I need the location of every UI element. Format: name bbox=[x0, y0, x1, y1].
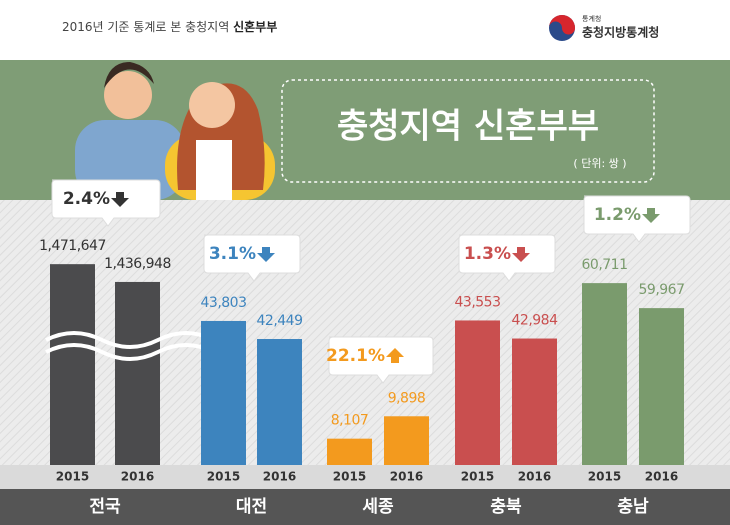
region-label: 세종 bbox=[362, 497, 394, 517]
callout bbox=[51, 179, 161, 227]
logo: 통계청 충청지방통계청 bbox=[549, 14, 659, 41]
bar bbox=[384, 416, 429, 465]
bar bbox=[201, 320, 246, 465]
year-label: 2015 bbox=[588, 470, 621, 484]
value-label: 1,471,647 bbox=[39, 238, 106, 254]
change-arrow bbox=[257, 247, 275, 262]
bar bbox=[327, 438, 372, 465]
value-label: 9,898 bbox=[388, 390, 426, 406]
header-subtitle: 2016년 기준 통계로 본 충청지역 신혼부부 bbox=[62, 19, 277, 34]
bar bbox=[512, 338, 557, 465]
bar bbox=[455, 320, 500, 465]
couple-illustration bbox=[75, 62, 275, 200]
agency: 충청지방통계청 bbox=[582, 25, 659, 40]
value-label: 1,436,948 bbox=[104, 256, 171, 272]
change-arrow bbox=[512, 247, 530, 262]
callout bbox=[203, 234, 301, 282]
year-label: 2015 bbox=[207, 470, 240, 484]
year-label: 2016 bbox=[645, 470, 678, 484]
bar bbox=[115, 281, 160, 465]
value-label: 60,711 bbox=[582, 257, 628, 273]
bar bbox=[582, 283, 627, 465]
banner-frame bbox=[281, 79, 655, 183]
axis-break bbox=[45, 343, 215, 361]
change-label: 22.1% bbox=[326, 346, 385, 366]
callout bbox=[328, 336, 434, 384]
callout bbox=[583, 195, 691, 243]
change-label: 2.4% bbox=[63, 189, 110, 209]
axis-break bbox=[45, 331, 215, 349]
agency-small: 통계청 bbox=[582, 14, 601, 23]
subtitle-emphasis: 신혼부부 bbox=[233, 19, 277, 34]
change-label: 1.2% bbox=[594, 205, 641, 225]
year-label: 2016 bbox=[390, 470, 423, 484]
callout bbox=[458, 234, 556, 282]
value-label: 43,553 bbox=[455, 294, 501, 310]
change-label: 1.3% bbox=[464, 244, 511, 264]
year-band bbox=[0, 465, 730, 489]
year-label: 2015 bbox=[461, 470, 494, 484]
value-label: 42,984 bbox=[512, 313, 559, 329]
region-label: 충남 bbox=[617, 497, 649, 517]
change-arrow bbox=[642, 208, 660, 223]
banner-unit: ( 단위: 쌍 ) bbox=[573, 157, 626, 170]
value-label: 8,107 bbox=[331, 413, 369, 429]
bar bbox=[50, 264, 95, 465]
value-label: 59,967 bbox=[639, 282, 685, 298]
year-label: 2016 bbox=[263, 470, 296, 484]
change-arrow bbox=[111, 192, 129, 207]
change-arrow bbox=[386, 348, 404, 363]
region-band bbox=[0, 489, 730, 525]
region-label: 대전 bbox=[236, 497, 267, 517]
year-label: 2015 bbox=[333, 470, 366, 484]
value-label: 42,449 bbox=[257, 313, 303, 329]
value-label: 43,803 bbox=[201, 295, 247, 311]
year-label: 2016 bbox=[121, 470, 154, 484]
bar bbox=[257, 339, 302, 465]
region-label: 전국 bbox=[89, 497, 121, 517]
subtitle-prefix: 2016년 기준 통계로 본 충청지역 bbox=[62, 20, 229, 34]
bar bbox=[639, 308, 684, 465]
change-label: 3.1% bbox=[209, 244, 256, 264]
banner-title: 충청지역 신혼부부 bbox=[337, 107, 599, 147]
year-label: 2015 bbox=[56, 470, 89, 484]
year-label: 2016 bbox=[518, 470, 551, 484]
region-label: 충북 bbox=[490, 497, 522, 517]
